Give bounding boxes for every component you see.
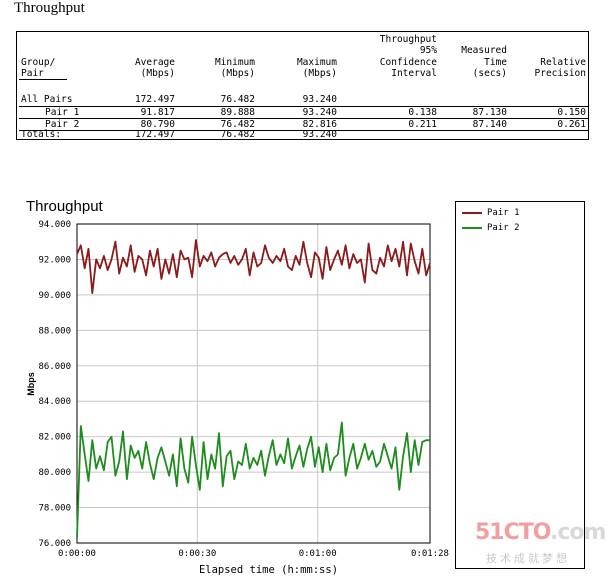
row-minimum: 89.888	[220, 107, 255, 118]
series-line-pair-2	[76, 421, 430, 538]
y-tick-label: 90.000	[38, 291, 71, 301]
legend-entry-pair-2: Pair 2	[462, 223, 520, 233]
x-axis-label: Elapsed time (h:mm:ss)	[199, 564, 338, 576]
row-relative: 0.150	[557, 107, 586, 118]
header-average-unit: (Mbps)	[140, 68, 175, 79]
row-label: Pair 2	[45, 119, 80, 130]
header-confidence-4: Interval	[391, 68, 437, 79]
row-divider	[19, 118, 588, 119]
row-minimum: 76.482	[220, 129, 255, 140]
row-average: 172.497	[134, 129, 175, 140]
y-tick-label: 78.000	[38, 504, 71, 514]
header-measured-1: Measured	[461, 45, 507, 56]
header-group: Group/	[21, 57, 56, 68]
legend-swatch	[462, 227, 482, 229]
row-label: All Pairs	[21, 94, 73, 105]
row-maximum: 93.240	[302, 94, 337, 105]
chart-legend: Pair 1 Pair 2	[455, 201, 585, 569]
y-tick-label: 82.000	[38, 433, 71, 443]
row-confidence: 0.138	[408, 107, 437, 118]
header-measured-3: (secs)	[472, 68, 507, 79]
y-tick-label: 88.000	[38, 326, 71, 336]
series-line-pair-1	[76, 239, 431, 295]
y-tick-label: 94.000	[38, 220, 71, 230]
header-relative-2: Precision	[534, 68, 586, 79]
row-average: 80.790	[140, 119, 175, 130]
legend-entry-pair-1: Pair 1	[462, 208, 520, 218]
y-tick-label: 84.000	[38, 397, 71, 407]
header-underline	[19, 79, 67, 80]
header-minimum-unit: (Mbps)	[220, 68, 255, 79]
x-tick-label: 0:01:00	[299, 549, 337, 559]
x-tick-label: 0:01:28	[411, 549, 449, 559]
header-confidence-3: Confidence	[379, 57, 437, 68]
header-confidence-1: Throughput	[379, 34, 437, 45]
row-divider	[19, 130, 588, 131]
y-tick-label: 76.000	[38, 539, 71, 549]
row-maximum: 82.816	[302, 119, 337, 130]
header-maximum: Maximum	[296, 57, 337, 68]
header-minimum: Minimum	[214, 57, 255, 68]
y-tick-label: 80.000	[38, 468, 71, 478]
row-minimum: 76.482	[220, 94, 255, 105]
row-maximum: 93.240	[302, 129, 337, 140]
x-tick-label: 0:00:30	[178, 549, 216, 559]
legend-label: Pair 2	[487, 223, 520, 233]
header-confidence-2: 95%	[419, 45, 437, 56]
plot-area	[76, 223, 431, 544]
row-confidence: 0.211	[408, 119, 437, 130]
header-average: Average	[134, 57, 175, 68]
row-average: 91.817	[140, 107, 175, 118]
header-pair: Pair	[21, 68, 44, 79]
row-divider	[19, 106, 588, 107]
row-measured: 87.130	[472, 107, 507, 118]
throughput-table: Group/ Pair Average (Mbps) Minimum (Mbps…	[16, 31, 589, 140]
chart-title: Throughput	[26, 198, 103, 215]
x-tick-label: 0:00:00	[58, 549, 96, 559]
row-average: 172.497	[134, 94, 175, 105]
header-relative-1: Relative	[540, 57, 586, 68]
row-maximum: 93.240	[302, 107, 337, 118]
row-minimum: 76.482	[220, 119, 255, 130]
watermark-slogan: 技术成就梦想	[486, 552, 570, 565]
row-label: Totals:	[21, 129, 62, 140]
y-axis-label: Mbps	[26, 372, 36, 396]
legend-label: Pair 1	[487, 208, 520, 218]
watermark-logo: 51CTO.com	[475, 520, 606, 545]
row-measured: 87.140	[472, 119, 507, 130]
y-tick-label: 92.000	[38, 255, 71, 265]
header-maximum-unit: (Mbps)	[302, 68, 337, 79]
header-measured-2: Time	[484, 57, 507, 68]
row-relative: 0.261	[557, 119, 586, 130]
table-title: Throughput	[14, 0, 85, 16]
row-label: Pair 1	[45, 107, 80, 118]
legend-swatch	[462, 212, 482, 214]
y-tick-label: 86.000	[38, 362, 71, 372]
